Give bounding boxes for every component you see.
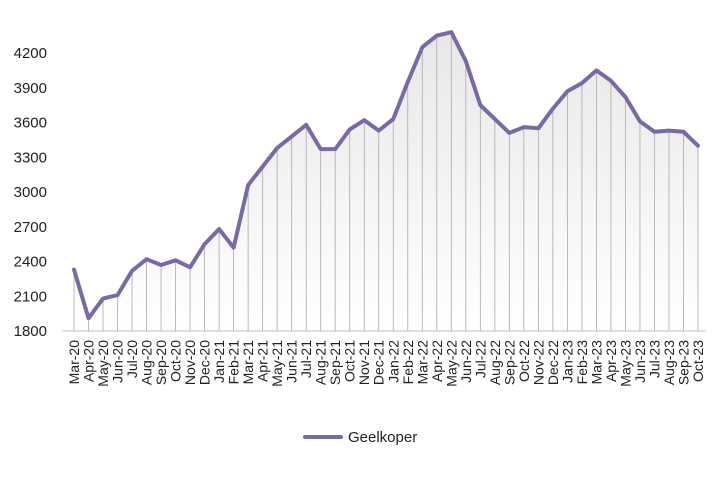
y-tick-label-2700: 2700 <box>14 219 47 236</box>
x-tick-label-mar-22: Mar-22 <box>414 340 430 385</box>
x-tick-label-nov-22: Nov-22 <box>530 340 546 385</box>
x-tick-label-jul-20: Jul-20 <box>124 340 140 378</box>
x-tick-label-feb-22: Feb-22 <box>400 340 416 385</box>
y-tick-label-2400: 2400 <box>14 254 47 271</box>
x-tick-label-feb-21: Feb-21 <box>226 340 242 385</box>
x-tick-labels: Mar-20Apr-20May-20Jun-20Jul-20Aug-20Sep-… <box>66 340 706 387</box>
x-tick-label-aug-22: Aug-22 <box>487 340 503 385</box>
x-tick-label-sep-23: Sep-23 <box>675 340 691 385</box>
x-tick-label-aug-20: Aug-20 <box>139 340 155 385</box>
x-tick-label-dec-21: Dec-21 <box>371 340 387 385</box>
y-tick-label-3300: 3300 <box>14 149 47 166</box>
legend: Geelkoper <box>303 429 417 446</box>
x-tick-label-may-21: May-21 <box>269 340 285 387</box>
x-tick-label-nov-21: Nov-21 <box>356 340 372 385</box>
x-tick-label-aug-23: Aug-23 <box>661 340 677 385</box>
x-tick-label-oct-23: Oct-23 <box>690 340 706 382</box>
x-tick-label-apr-20: Apr-20 <box>81 340 97 382</box>
x-tick-label-jun-20: Jun-20 <box>110 340 126 383</box>
x-tick-label-sep-21: Sep-21 <box>327 340 343 385</box>
x-tick-label-may-20: May-20 <box>95 340 111 387</box>
y-tick-label-4200: 4200 <box>14 45 47 62</box>
x-tick-label-jul-23: Jul-23 <box>646 340 662 378</box>
x-tick-label-apr-23: Apr-23 <box>603 340 619 382</box>
x-tick-label-jul-21: Jul-21 <box>298 340 314 378</box>
series-line-geelkoper <box>72 30 700 321</box>
y-tick-label-1800: 1800 <box>14 323 47 340</box>
y-tick-label-3900: 3900 <box>14 80 47 97</box>
x-tick-label-apr-22: Apr-22 <box>429 340 445 382</box>
series-line-layer <box>72 30 700 321</box>
x-tick-label-mar-23: Mar-23 <box>588 340 604 385</box>
x-tick-label-jan-22: Jan-22 <box>385 340 401 383</box>
y-tick-label-3600: 3600 <box>14 115 47 132</box>
y-tick-label-3000: 3000 <box>14 184 47 201</box>
y-tick-labels: 1800 2100 2400 2700 3000 3300 3600 3900 4200 <box>14 45 47 340</box>
x-tick-label-oct-22: Oct-22 <box>516 340 532 382</box>
x-tick-label-may-22: May-22 <box>443 340 459 387</box>
x-tick-label-mar-20: Mar-20 <box>66 340 82 385</box>
x-tick-label-sep-20: Sep-20 <box>153 340 169 385</box>
legend-label-geelkoper: Geelkoper <box>348 429 417 446</box>
x-tick-label-mar-21: Mar-21 <box>240 340 256 385</box>
area-fill <box>74 32 698 332</box>
y-tick-label-2100: 2100 <box>14 288 47 305</box>
x-tick-label-dec-22: Dec-22 <box>545 340 561 385</box>
x-tick-label-jun-23: Jun-23 <box>632 340 648 383</box>
x-tick-label-jun-21: Jun-21 <box>284 340 300 383</box>
x-tick-label-jan-23: Jan-23 <box>559 340 575 383</box>
drop-lines-layer <box>73 32 699 331</box>
x-tick-label-oct-21: Oct-21 <box>342 340 358 382</box>
x-tick-label-may-23: May-23 <box>617 340 633 387</box>
x-tick-label-jan-21: Jan-21 <box>211 340 227 383</box>
x-tick-label-dec-20: Dec-20 <box>197 340 213 385</box>
x-tick-label-feb-23: Feb-23 <box>574 340 590 385</box>
x-tick-label-sep-22: Sep-22 <box>501 340 517 385</box>
x-tick-label-jul-22: Jul-22 <box>472 340 488 378</box>
x-tick-label-nov-20: Nov-20 <box>182 340 198 385</box>
x-tick-label-oct-20: Oct-20 <box>168 340 184 382</box>
x-tick-label-aug-21: Aug-21 <box>313 340 329 385</box>
x-tick-label-jun-22: Jun-22 <box>458 340 474 383</box>
area-fill-layer <box>74 32 698 332</box>
x-tick-label-apr-21: Apr-21 <box>255 340 271 382</box>
